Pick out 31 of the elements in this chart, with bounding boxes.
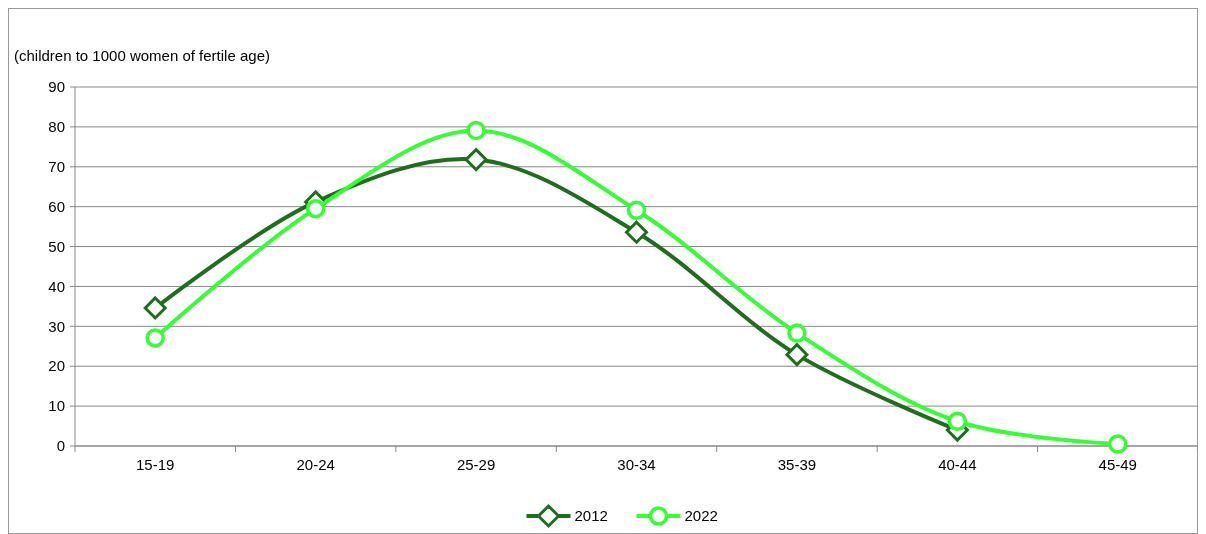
x-tick-label: 25-29 <box>456 456 496 473</box>
point <box>143 296 167 320</box>
point <box>785 343 809 367</box>
y-tick-label: 0 <box>56 437 65 455</box>
y-tick-label: 60 <box>48 197 65 215</box>
x-tick-label: 35-39 <box>777 456 817 473</box>
x-tick-label: 40-44 <box>938 456 977 473</box>
y-tick-label: 50 <box>48 237 65 255</box>
point <box>625 220 648 244</box>
y-tick-label: 70 <box>48 158 65 176</box>
point <box>787 323 807 343</box>
x-tick-label: 15-19 <box>136 456 175 473</box>
y-tick-label: 30 <box>48 317 65 335</box>
point <box>626 200 647 221</box>
y-tick-label: 40 <box>48 277 65 295</box>
x-tick-label: 45-49 <box>1098 456 1137 473</box>
point <box>1108 434 1128 454</box>
point <box>464 148 488 172</box>
x-tick-label: 20-24 <box>296 456 335 473</box>
point <box>145 328 165 348</box>
point <box>305 198 326 219</box>
y-axis-title: (children to 1000 women of fertile age) <box>14 47 270 64</box>
y-tick-label: 20 <box>48 357 65 375</box>
x-tick-label: 30-34 <box>617 456 656 473</box>
y-tick-label: 80 <box>48 118 65 136</box>
legend-label: 2022 <box>684 507 718 525</box>
legend-label: 2012 <box>574 507 608 525</box>
point <box>947 411 968 432</box>
y-tick-label: 90 <box>48 78 65 96</box>
point <box>466 120 486 141</box>
y-tick-label: 10 <box>48 397 65 415</box>
